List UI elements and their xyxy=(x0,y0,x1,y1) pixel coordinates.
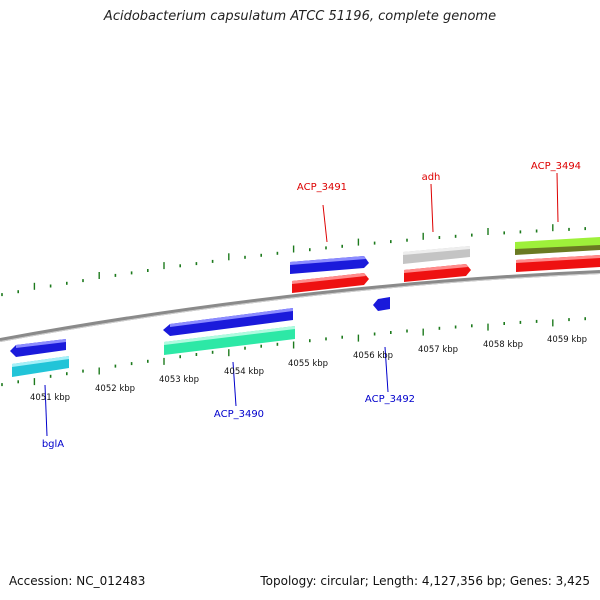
outer-tick-marks xyxy=(1,224,587,297)
genome-summary-text: Topology: circular; Length: 4,127,356 bp… xyxy=(260,574,590,588)
gene-acp-3494-red[interactable] xyxy=(516,255,600,272)
gene-adh-red[interactable] xyxy=(404,264,471,282)
gene-acp-3490-blue[interactable] xyxy=(163,308,293,336)
genome-backbone xyxy=(0,270,600,342)
gene-label-acp-3492[interactable]: ACP_3492 xyxy=(365,394,415,405)
kbp-label-4057: 4057 kbp xyxy=(418,345,458,355)
kbp-label-4055: 4055 kbp xyxy=(288,359,328,369)
genome-title: Acidobacterium capsulatum ATCC 51196, co… xyxy=(103,9,497,24)
gene-acp-3491-blue[interactable] xyxy=(290,256,369,274)
gene-acp-3494-lime[interactable] xyxy=(515,237,600,255)
gene-label-bgla[interactable]: bglA xyxy=(42,439,64,450)
kbp-label-4054: 4054 kbp xyxy=(224,367,264,377)
gene-label-acp-3490[interactable]: ACP_3490 xyxy=(214,409,264,420)
gene-bgla-blue[interactable] xyxy=(10,339,66,357)
kbp-label-4058: 4058 kbp xyxy=(483,340,523,350)
gene-label-acp-3494[interactable]: ACP_3494 xyxy=(531,161,581,172)
kbp-label-4052: 4052 kbp xyxy=(95,384,135,394)
gene-adh-gray[interactable] xyxy=(403,246,470,264)
kbp-label-4051: 4051 kbp xyxy=(30,393,70,403)
accession-text: Accession: NC_012483 xyxy=(9,574,146,588)
kbp-label-4053: 4053 kbp xyxy=(159,375,199,385)
kbp-label-4056: 4056 kbp xyxy=(353,351,393,361)
inner-tick-marks xyxy=(1,317,587,387)
gene-acp-3491-red[interactable] xyxy=(292,273,369,293)
kbp-label-4059: 4059 kbp xyxy=(547,335,587,345)
gene-acp-3490-green[interactable] xyxy=(164,326,295,355)
gene-bgla-cyan[interactable] xyxy=(12,356,69,377)
gene-acp-3492-blue[interactable] xyxy=(373,297,390,311)
gene-label-adh[interactable]: adh xyxy=(422,172,441,183)
gene-label-acp-3491[interactable]: ACP_3491 xyxy=(297,182,347,193)
